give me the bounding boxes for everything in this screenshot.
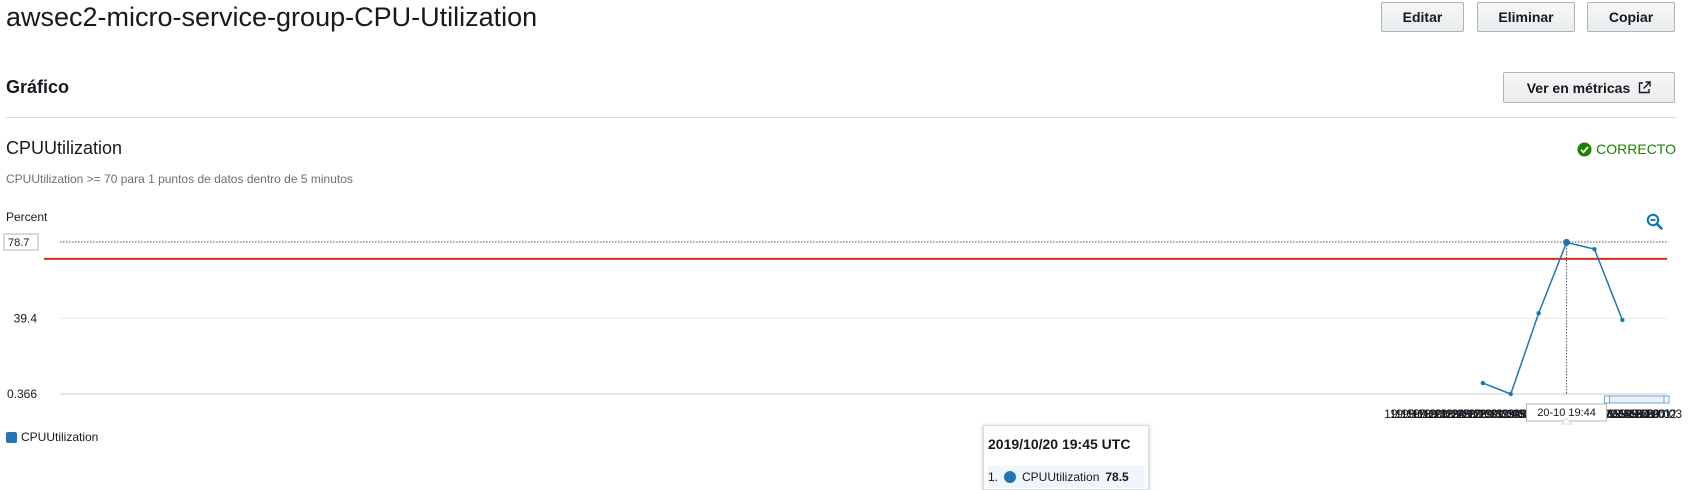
page-title: awsec2-micro-service-group-CPU-Utilizati…: [6, 2, 538, 32]
y-tick-label: 39.4: [14, 311, 38, 325]
check-circle-icon: [1577, 142, 1592, 156]
x-tick-label: 19:21: [1418, 407, 1448, 421]
view-in-metrics-label: Ver en métricas: [1526, 79, 1631, 96]
x-tick-label: 19:17: [1395, 407, 1425, 421]
y-axis-label: Percent: [6, 210, 48, 224]
x-tick-label: 19:34: [1490, 407, 1520, 421]
y-tick-highlight-box: [3, 233, 39, 251]
chart-title: CPUUtilization: [6, 138, 123, 158]
x-tick-label: 19:32: [1479, 407, 1509, 421]
x-tick-label: 19:19: [1406, 407, 1436, 421]
x-tick-label: 19:16: [1390, 407, 1420, 421]
x-tick-label: 19:59: [1630, 407, 1660, 421]
x-tick-label: 19:23: [1429, 407, 1459, 421]
range-handle-left: [1603, 395, 1610, 404]
y-tick-label: 78.7: [8, 237, 29, 249]
range-selector: [1605, 395, 1668, 404]
x-tick-label: 19:33: [1485, 407, 1515, 421]
x-tick-label: 19:24: [1434, 407, 1464, 421]
copy-button[interactable]: Copiar: [1587, 2, 1675, 32]
external-link-icon: [1639, 81, 1651, 94]
x-tick-label: 19:26: [1446, 407, 1476, 421]
range-handle-right: [1663, 395, 1670, 404]
tooltip-row: 1. CPUUtilization 78.5: [988, 466, 1145, 488]
section-title: Gráfico: [6, 77, 70, 97]
x-tick-label: 19:27: [1451, 407, 1481, 421]
x-tick-label: 19:20: [1412, 407, 1442, 421]
x-tick-label: 19:55: [1607, 407, 1637, 421]
legend-label[interactable]: CPUUtilization: [21, 430, 99, 444]
x-tick-label: 19:57: [1619, 407, 1649, 421]
status-label: CORRECTO: [1596, 141, 1676, 157]
delete-button[interactable]: Eliminar: [1477, 2, 1575, 32]
x-tick-label: 19:15: [1384, 407, 1414, 421]
legend: CPUUtilization: [6, 430, 98, 444]
alarm-condition: CPUUtilization >= 70 para 1 puntos de da…: [6, 172, 353, 186]
data-point: [1620, 317, 1625, 323]
data-point: [1592, 246, 1597, 252]
tooltip-title: 2019/10/20 19:45 UTC: [988, 436, 1131, 452]
x-tick-label: 20:00: [1635, 407, 1665, 421]
tooltip: 2019/10/20 19:45 UTC 1. CPUUtilization 7…: [983, 425, 1149, 490]
series-line: [1482, 241, 1624, 395]
data-point: [1508, 391, 1513, 397]
x-tick-label: 19:35: [1496, 407, 1526, 421]
zoom-out-icon[interactable]: [1646, 213, 1663, 235]
x-tick-label: 19:30: [1468, 407, 1498, 421]
tooltip-index: 1.: [988, 470, 999, 484]
x-tick-label: 20:03: [1652, 407, 1682, 421]
view-in-metrics-button[interactable]: Ver en métricas: [1503, 72, 1675, 103]
tooltip-pointer: [1560, 417, 1573, 425]
x-tick-label: 19:56: [1613, 407, 1643, 421]
y-tick-label: 0.366: [7, 387, 37, 401]
x-tick-label: 19:29: [1462, 407, 1492, 421]
x-tick-label: 20:01: [1641, 407, 1671, 421]
legend-swatch: [6, 431, 17, 443]
section-divider: [6, 117, 1676, 118]
tooltip-series-dot: [1004, 471, 1017, 483]
x-tick-label: 19:25: [1440, 407, 1470, 421]
x-tick-label: 19:31: [1473, 407, 1503, 421]
x-tick-label: 19:54: [1602, 407, 1632, 421]
tooltip-value: 78.5: [1105, 470, 1129, 484]
data-point: [1536, 311, 1541, 316]
x-tick-label: 19:22: [1423, 407, 1453, 421]
tooltip-series: CPUUtilization: [1022, 470, 1100, 484]
x-tick-label: 19:18: [1401, 407, 1431, 421]
status-badge: CORRECTO: [1577, 141, 1676, 157]
x-tick-label: 20:02: [1646, 407, 1676, 421]
x-tick-label: 19:28: [1457, 407, 1487, 421]
hover-x-label: 20-10 19:44: [1537, 407, 1596, 419]
data-point: [1480, 380, 1486, 386]
x-tick-label: 19:36: [1501, 407, 1531, 421]
edit-button[interactable]: Editar: [1381, 2, 1464, 32]
x-tick-label: 19:58: [1624, 407, 1654, 421]
